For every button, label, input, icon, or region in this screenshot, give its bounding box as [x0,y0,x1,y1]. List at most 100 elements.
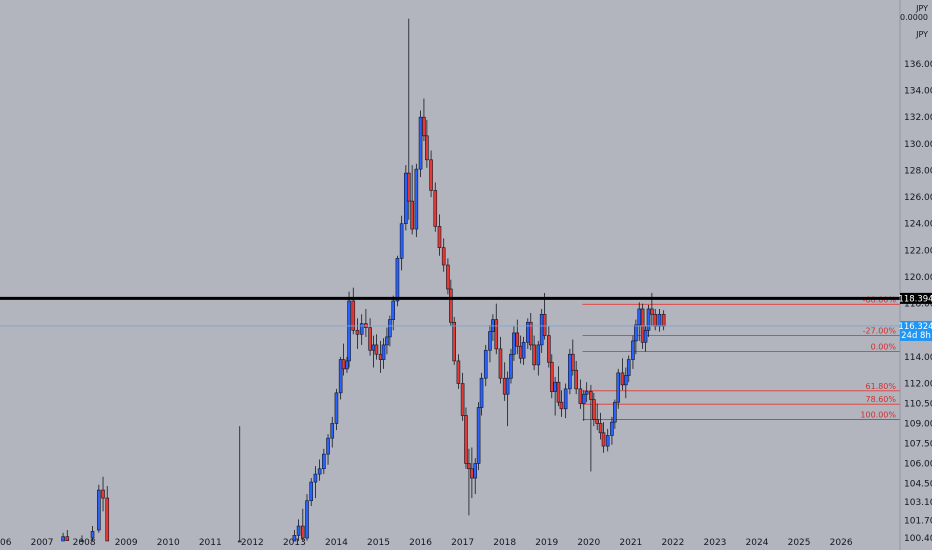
candle-body [502,377,507,395]
candle [547,326,551,368]
candle-body [598,423,603,434]
fib-level-label: -27.00% [863,327,897,336]
candle [338,356,343,400]
candle [460,372,465,421]
candle [452,316,457,365]
currency-label-value: 0.0000 [900,13,928,22]
candle-body [623,375,628,386]
time-tick-label: 2017 [451,538,474,548]
time-tick-label: 2022 [661,538,684,548]
candle [410,165,414,235]
candle-body [631,340,635,360]
candle-body [414,168,419,230]
candle-body [650,308,654,315]
candle-body [378,353,383,360]
candle-body [309,481,314,502]
candle [620,358,625,391]
candle [542,292,547,340]
candle [322,448,326,475]
price-tick-label: 134.000 [904,87,932,97]
candle-body [381,344,386,360]
price-tick-label: 124.000 [904,220,932,230]
price-axis[interactable] [900,0,932,550]
time-tick-label: 2014 [325,538,348,548]
candle-body [347,300,351,362]
price-tick-label: 126.000 [904,193,932,203]
candle [105,486,110,542]
candle-body [395,258,400,302]
price-tick-label: 110.500 [904,400,932,410]
price-tick-label: 136.000 [904,60,932,70]
candle-body [568,353,572,390]
candle-body [410,200,414,230]
candle [326,434,330,465]
candle-body [556,381,561,403]
candle-body [330,423,335,439]
candle-body [341,359,346,370]
candle-body [574,369,578,390]
current-price-badge: 116.324 24d 8h [898,320,932,341]
candle-body [456,360,461,384]
candle-body [605,435,610,447]
candle-body [646,308,651,331]
candle [589,384,593,472]
resistance-price-badge: 118.394 [898,292,932,304]
candle-body [476,407,481,464]
candle [574,360,578,395]
candle [584,382,589,403]
candle-body [509,353,513,379]
candle [404,165,408,231]
candle [631,335,635,369]
candle [309,478,314,507]
time-tick-label: 2024 [746,538,769,548]
candle [347,291,351,368]
time-tick-label: 2008 [73,538,96,548]
candle-body [385,336,389,346]
price-tick-label: 109.000 [904,419,932,429]
candle-body [441,247,446,266]
candle-body [296,525,301,536]
candle-body [305,500,309,539]
time-tick-label: 2026 [830,538,853,548]
candle-body [65,536,70,541]
price-tick-label: 101.700 [904,517,932,527]
candle-body [547,335,551,363]
candle [515,319,520,355]
candle-body [601,432,606,447]
candle-body [536,344,541,366]
candle-body [425,135,429,161]
candle-body [368,327,372,351]
candle-body [613,401,617,423]
candle [634,319,638,355]
candle [414,163,419,238]
price-tick-label: 122.000 [904,246,932,256]
candle [101,476,105,512]
candle-body [610,421,614,436]
currency-label-top: JPY [915,4,928,13]
candle [330,416,335,448]
candle-body [391,300,396,320]
candle [592,392,596,427]
candle-body [237,540,242,543]
candle-body [429,159,433,191]
candle [470,447,474,499]
candle [441,238,446,272]
candle-body [553,381,557,392]
candle [359,314,364,345]
candle-body [616,372,621,403]
time-tick-label: 2016 [409,538,432,548]
price-tick-label: 107.500 [904,439,932,449]
candle-body [494,319,499,350]
candle [368,318,372,356]
candle [479,372,484,416]
candle [374,334,379,360]
candle [610,416,614,445]
price-tick-label: 114.000 [904,353,932,363]
candle [317,459,322,481]
candle [532,335,536,371]
plot-background [0,0,900,550]
time-tick-label: 2021 [619,538,642,548]
candle [61,532,65,542]
candle-body [498,348,503,379]
